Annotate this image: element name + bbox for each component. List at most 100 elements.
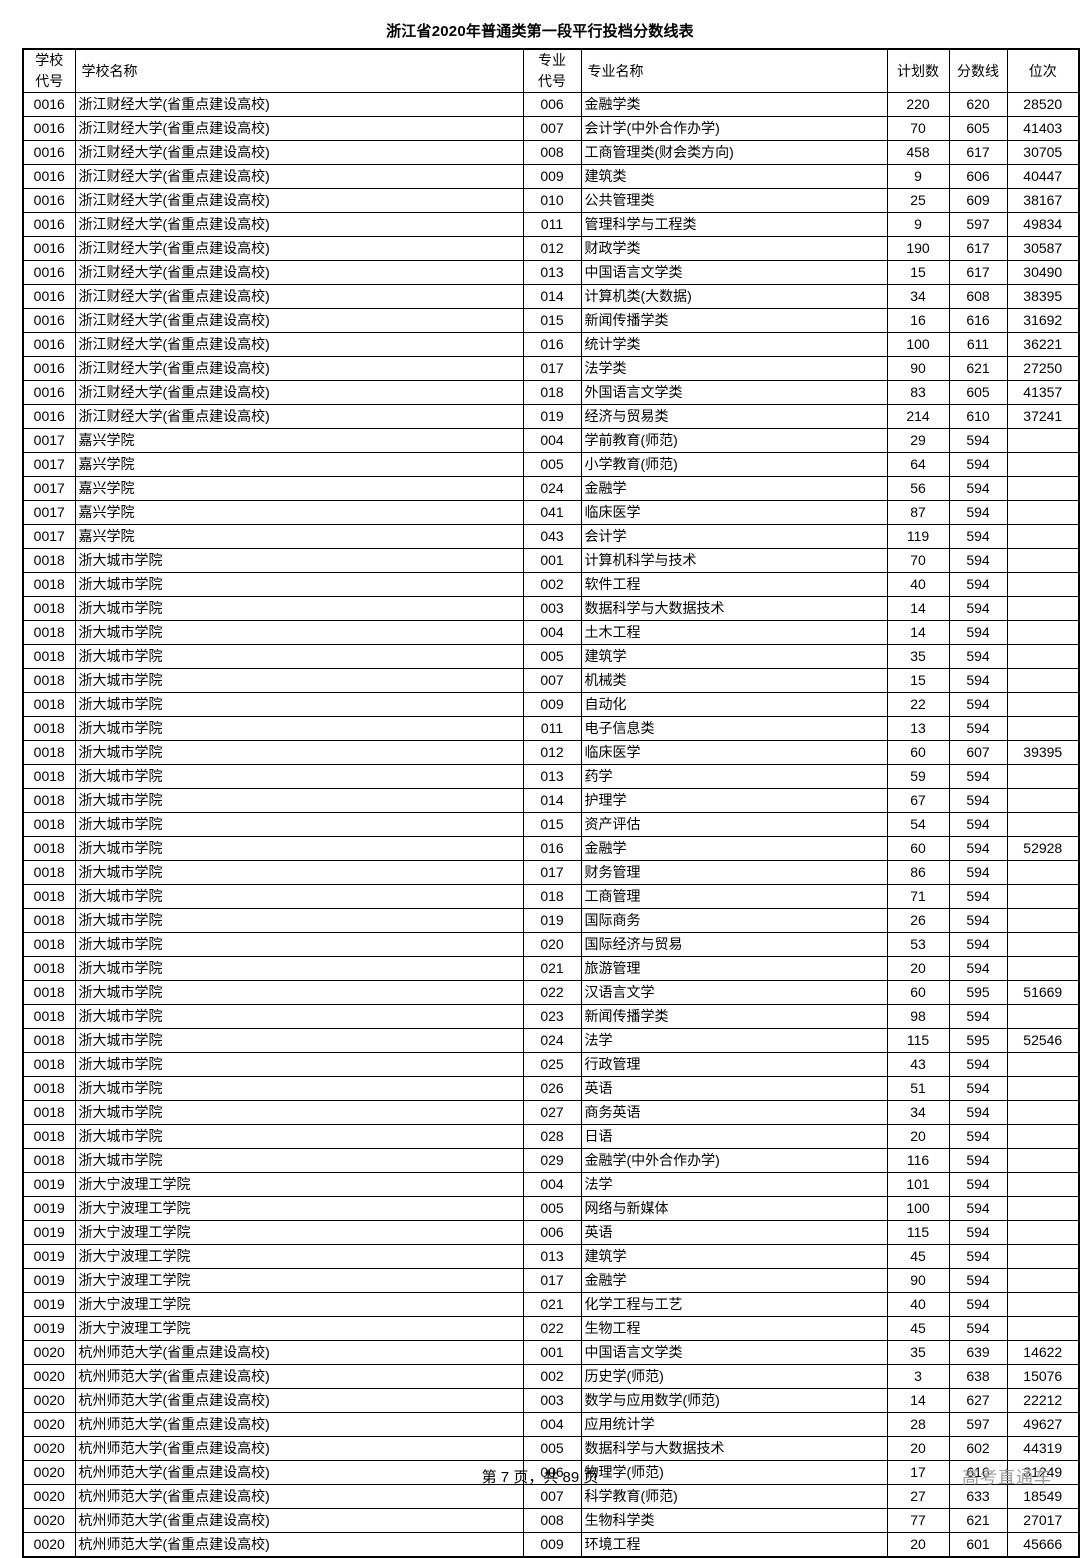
cell-major-name: 学前教育(师范)	[580, 428, 888, 453]
table-row: 0017 嘉兴学院 005 小学教育(师范) 64 594	[22, 452, 1080, 477]
table-row: 0018 浙大城市学院 005 建筑学 35 594	[22, 644, 1080, 669]
cell-score-line: 617	[948, 236, 1008, 261]
table-row: 0016 浙江财经大学(省重点建设高校) 015 新闻传播学类 16 616 31692	[22, 308, 1080, 333]
cell-plan-count: 16	[886, 308, 950, 333]
cell-major-code: 010	[522, 188, 582, 213]
table-row: 0020 杭州师范大学(省重点建设高校) 006 物理学(师范) 17 616 31249	[22, 1460, 1080, 1485]
cell-major-code: 006	[522, 92, 582, 117]
cell-rank	[1006, 428, 1080, 453]
cell-rank: 14622	[1006, 1340, 1080, 1365]
cell-rank	[1006, 1148, 1080, 1173]
cell-school-code: 0018	[22, 668, 76, 693]
cell-score-line: 594	[948, 1292, 1008, 1317]
cell-school-name: 嘉兴学院	[74, 524, 524, 549]
cell-score-line: 594	[948, 524, 1008, 549]
cell-score-line: 594	[948, 764, 1008, 789]
cell-plan-count: 100	[886, 332, 950, 357]
cell-score-line: 594	[948, 500, 1008, 525]
cell-plan-count: 190	[886, 236, 950, 261]
cell-major-name: 数学与应用数学(师范)	[580, 1388, 888, 1413]
cell-school-code: 0018	[22, 932, 76, 957]
table-row: 0017 嘉兴学院 024 金融学 56 594	[22, 476, 1080, 501]
table-row: 0018 浙大城市学院 012 临床医学 60 607 39395	[22, 740, 1080, 765]
cell-plan-count: 101	[886, 1172, 950, 1197]
table-row: 0016 浙江财经大学(省重点建设高校) 017 法学类 90 621 27250	[22, 356, 1080, 381]
cell-rank	[1006, 1004, 1080, 1029]
cell-major-code: 022	[522, 980, 582, 1005]
cell-major-code: 025	[522, 1052, 582, 1077]
column-header-major-code: 专业 代号	[522, 48, 582, 93]
cell-school-code: 0018	[22, 1052, 76, 1077]
table-row: 0016 浙江财经大学(省重点建设高校) 019 经济与贸易类 214 610 37241	[22, 404, 1080, 429]
table-row: 0017 嘉兴学院 004 学前教育(师范) 29 594	[22, 428, 1080, 453]
table-row: 0018 浙大城市学院 019 国际商务 26 594	[22, 908, 1080, 933]
cell-school-name: 杭州师范大学(省重点建设高校)	[74, 1484, 524, 1509]
cell-major-code: 012	[522, 236, 582, 261]
cell-rank	[1006, 596, 1080, 621]
cell-plan-count: 60	[886, 980, 950, 1005]
cell-school-code: 0020	[22, 1484, 76, 1509]
cell-school-code: 0016	[22, 308, 76, 333]
table-row: 0020 杭州师范大学(省重点建设高校) 001 中国语言文学类 35 639 14622	[22, 1340, 1080, 1365]
cell-score-line: 627	[948, 1388, 1008, 1413]
cell-major-code: 018	[522, 884, 582, 909]
table-row: 0016 浙江财经大学(省重点建设高校) 007 会计学(中外合作办学) 70 605 41…	[22, 116, 1080, 141]
cell-major-name: 金融学(中外合作办学)	[580, 1148, 888, 1173]
cell-school-name: 浙大城市学院	[74, 836, 524, 861]
cell-school-code: 0016	[22, 188, 76, 213]
cell-score-line: 594	[948, 812, 1008, 837]
cell-school-code: 0018	[22, 836, 76, 861]
cell-major-name: 化学工程与工艺	[580, 1292, 888, 1317]
cell-major-name: 计算机科学与技术	[580, 548, 888, 573]
cell-major-name: 中国语言文学类	[580, 1340, 888, 1365]
cell-school-name: 杭州师范大学(省重点建设高校)	[74, 1460, 524, 1485]
cell-score-line: 594	[948, 596, 1008, 621]
cell-major-name: 资产评估	[580, 812, 888, 837]
cell-major-code: 024	[522, 476, 582, 501]
cell-rank	[1006, 956, 1080, 981]
cell-rank	[1006, 1172, 1080, 1197]
table-row: 0018 浙大城市学院 020 国际经济与贸易 53 594	[22, 932, 1080, 957]
cell-plan-count: 100	[886, 1196, 950, 1221]
cell-rank: 15076	[1006, 1364, 1080, 1389]
cell-school-code: 0018	[22, 788, 76, 813]
cell-major-code: 021	[522, 1292, 582, 1317]
cell-rank	[1006, 932, 1080, 957]
cell-school-name: 浙大城市学院	[74, 956, 524, 981]
cell-major-name: 新闻传播学类	[580, 1004, 888, 1029]
cell-school-code: 0020	[22, 1412, 76, 1437]
table-body: 0016 浙江财经大学(省重点建设高校) 006 金融学类 220 620 28520 001…	[22, 92, 1080, 1558]
cell-school-code: 0016	[22, 284, 76, 309]
cell-major-code: 002	[522, 1364, 582, 1389]
cell-score-line: 594	[948, 1172, 1008, 1197]
cell-major-code: 026	[522, 1076, 582, 1101]
cell-school-name: 浙大宁波理工学院	[74, 1268, 524, 1293]
cell-major-name: 应用统计学	[580, 1412, 888, 1437]
cell-major-code: 041	[522, 500, 582, 525]
cell-school-code: 0017	[22, 452, 76, 477]
cell-school-code: 0018	[22, 908, 76, 933]
cell-plan-count: 34	[886, 1100, 950, 1125]
cell-plan-count: 71	[886, 884, 950, 909]
cell-plan-count: 45	[886, 1244, 950, 1269]
cell-school-name: 浙江财经大学(省重点建设高校)	[74, 380, 524, 405]
table-row: 0018 浙大城市学院 018 工商管理 71 594	[22, 884, 1080, 909]
table-row: 0016 浙江财经大学(省重点建设高校) 008 工商管理类(财会类方向) 458 617…	[22, 140, 1080, 165]
cell-rank: 27250	[1006, 356, 1080, 381]
cell-school-code: 0018	[22, 644, 76, 669]
cell-major-name: 历史学(师范)	[580, 1364, 888, 1389]
cell-rank: 38167	[1006, 188, 1080, 213]
cell-school-code: 0016	[22, 356, 76, 381]
cell-major-code: 007	[522, 1484, 582, 1509]
cell-plan-count: 115	[886, 1028, 950, 1053]
cell-school-name: 杭州师范大学(省重点建设高校)	[74, 1412, 524, 1437]
cell-plan-count: 54	[886, 812, 950, 837]
cell-score-line: 594	[948, 1316, 1008, 1341]
cell-major-code: 016	[522, 332, 582, 357]
cell-school-name: 浙大宁波理工学院	[74, 1316, 524, 1341]
cell-school-name: 浙江财经大学(省重点建设高校)	[74, 236, 524, 261]
cell-major-code: 013	[522, 260, 582, 285]
cell-plan-count: 34	[886, 284, 950, 309]
cell-school-code: 0017	[22, 524, 76, 549]
cell-major-code: 022	[522, 1316, 582, 1341]
